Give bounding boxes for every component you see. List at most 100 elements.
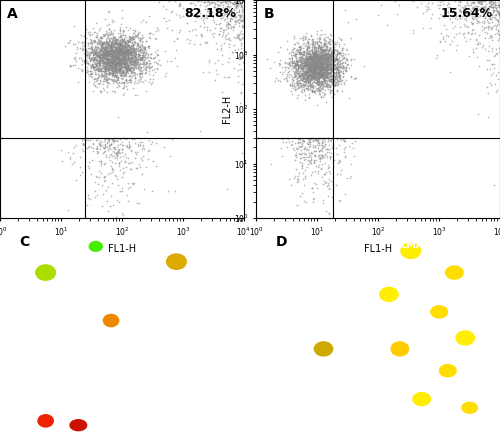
Point [470, 14, 478, 21]
Point [136, 59, 144, 66]
Point [110, 76, 118, 84]
Point [132, 33, 140, 40]
Point [122, 55, 130, 62]
Point [298, 50, 306, 57]
Point [302, 58, 310, 65]
Point [326, 170, 334, 177]
Point [319, 41, 327, 48]
Point [124, 155, 132, 162]
Point [304, 39, 312, 46]
Point [317, 60, 325, 67]
Point [492, 7, 500, 14]
Point [338, 77, 345, 84]
Point [314, 52, 322, 59]
Point [231, 13, 239, 20]
Point [340, 72, 347, 79]
Point [123, 49, 131, 56]
Point [477, 0, 485, 7]
Point [98, 47, 106, 55]
Point [340, 148, 347, 156]
Point [222, 14, 230, 21]
Point [83, 53, 91, 60]
Point [316, 63, 324, 71]
Point [92, 61, 100, 68]
Point [340, 64, 348, 71]
Point [311, 65, 319, 72]
Point [314, 59, 322, 67]
Point [298, 53, 306, 60]
Point [318, 64, 326, 72]
Point [289, 63, 297, 70]
Point [482, 45, 490, 52]
Point [320, 48, 328, 55]
Point [172, 46, 179, 53]
Point [226, 7, 234, 14]
Point [320, 72, 328, 80]
Point [304, 63, 312, 70]
Point [122, 70, 130, 77]
Point [102, 143, 110, 150]
Point [117, 63, 125, 71]
Point [307, 62, 315, 69]
Point [234, 17, 241, 24]
Point [124, 50, 132, 57]
Point [310, 160, 318, 167]
Point [108, 41, 116, 48]
Point [116, 44, 124, 51]
Point [292, 67, 300, 74]
Point [130, 48, 138, 55]
Point [131, 60, 139, 67]
Point [282, 63, 290, 71]
Point [299, 56, 307, 63]
Point [120, 64, 128, 71]
Point [89, 62, 97, 69]
Point [183, 6, 191, 13]
Point [94, 59, 102, 67]
Point [482, 0, 490, 4]
Point [321, 53, 329, 60]
Point [314, 81, 322, 88]
Point [118, 68, 126, 75]
Point [127, 63, 135, 71]
Point [305, 138, 313, 145]
Point [329, 72, 337, 80]
Point [320, 64, 328, 71]
Point [460, 16, 468, 23]
Point [486, 3, 494, 10]
Point [309, 67, 317, 75]
Point [84, 67, 92, 75]
Point [86, 67, 94, 75]
Point [72, 49, 80, 56]
Point [124, 36, 132, 43]
Point [238, 0, 246, 4]
Point [98, 170, 106, 177]
Point [122, 135, 130, 143]
Point [230, 0, 238, 4]
Point [136, 70, 143, 77]
Point [290, 33, 298, 40]
Point [307, 72, 315, 79]
Point [312, 75, 320, 82]
Point [117, 61, 125, 68]
Point [100, 39, 108, 46]
Point [114, 50, 122, 57]
Point [333, 170, 341, 177]
Point [131, 139, 139, 146]
Point [120, 151, 128, 158]
Point [294, 64, 302, 71]
Point [321, 76, 329, 84]
Point [456, 15, 464, 22]
Point [326, 56, 334, 63]
Point [340, 136, 348, 143]
Point [136, 68, 144, 75]
Point [114, 44, 122, 51]
Point [313, 59, 321, 66]
Point [164, 188, 172, 195]
Point [294, 39, 302, 46]
Point [212, 6, 220, 13]
Point [321, 68, 329, 76]
Point [110, 53, 118, 60]
Point [128, 46, 136, 53]
Point [308, 67, 316, 74]
Point [129, 72, 137, 79]
